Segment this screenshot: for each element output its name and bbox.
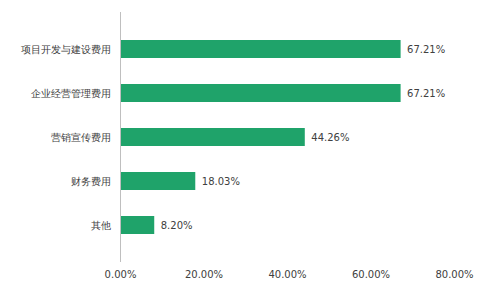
svg-text:60.00%: 60.00% [352,269,390,280]
svg-text:44.26%: 44.26% [311,132,349,143]
svg-text:8.20%: 8.20% [161,220,193,231]
svg-text:项目开发与建设费用: 项目开发与建设费用 [21,44,111,55]
svg-text:企业经营管理费用: 企业经营管理费用 [31,88,111,99]
svg-text:67.21%: 67.21% [407,44,445,55]
svg-text:67.21%: 67.21% [407,88,445,99]
svg-text:财务费用: 财务费用 [71,176,111,187]
svg-text:0.00%: 0.00% [105,269,137,280]
svg-text:80.00%: 80.00% [435,269,473,280]
svg-text:其他: 其他 [91,220,111,231]
svg-text:20.00%: 20.00% [185,269,223,280]
svg-text:营销宣传费用: 营销宣传费用 [51,132,111,143]
svg-text:40.00%: 40.00% [268,269,306,280]
svg-text:18.03%: 18.03% [202,176,240,187]
